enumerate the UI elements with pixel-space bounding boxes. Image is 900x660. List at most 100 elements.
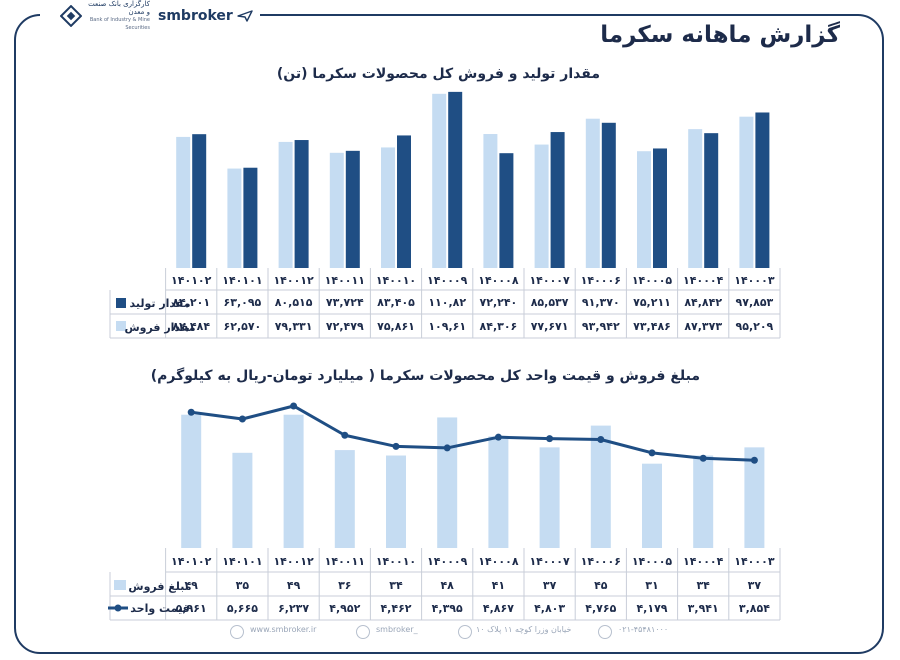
production-qty-label: ۸۴,۲۰۱ — [172, 296, 210, 309]
unit-price-label: ۶,۲۳۷ — [278, 602, 309, 615]
production-qty-label: ۷۵,۲۱۱ — [633, 296, 671, 309]
bar-sales-qty — [227, 168, 242, 268]
category-label: ۱۴۰۰۰۴ — [683, 555, 724, 568]
point-unit-price — [750, 456, 758, 464]
category-label: ۱۴۰۰۰۸ — [478, 555, 519, 568]
location-icon — [458, 625, 472, 639]
point-unit-price — [187, 408, 195, 416]
production-qty-label: ۸۳,۴۰۵ — [377, 296, 415, 309]
sales-amount-label: ۳۱ — [645, 579, 658, 592]
footer-address: خیابان وزرا کوچه ۱۱ پلاک ۱۰ — [476, 625, 572, 634]
bar-production-qty — [243, 167, 258, 268]
sales-amount-label: ۴۹ — [287, 579, 301, 592]
category-label: ۱۴۰۰۰۳ — [734, 555, 775, 568]
category-label: ۱۴۰۰۱۲ — [273, 274, 314, 287]
brand-name: smbroker — [158, 8, 233, 24]
bar-sales-qty — [534, 144, 549, 268]
bar-sales-amount — [283, 414, 304, 548]
sales-qty-label: ۷۷,۶۷۱ — [531, 320, 569, 333]
sales-qty-label: ۸۲,۴۸۴ — [172, 320, 210, 333]
instagram-icon — [356, 625, 370, 639]
legend-label-production: مقدار تولید — [129, 297, 190, 310]
bar-sales-qty — [278, 141, 293, 268]
unit-price-label: ۴,۱۷۹ — [636, 602, 667, 615]
category-label: ۱۴۰۰۰۵ — [632, 274, 673, 287]
category-label: ۱۴۰۰۱۲ — [273, 555, 314, 568]
category-label: ۱۴۰۰۰۵ — [632, 555, 673, 568]
brand-logo: کارگزاری بانک صنعت و معدن Bank of Indust… — [60, 0, 253, 31]
bar-sales-amount — [590, 425, 611, 548]
unit-price-label: ۴,۴۶۲ — [380, 602, 411, 615]
category-label: ۱۴۰۰۰۷ — [529, 274, 570, 287]
paper-plane-icon — [237, 10, 253, 22]
bar-production-qty — [345, 150, 360, 268]
legend-label-unit-price: قیمت واحد — [130, 602, 189, 615]
sales-qty-label: ۷۵,۸۶۱ — [377, 320, 415, 333]
category-label: ۱۴۰۰۰۸ — [478, 274, 519, 287]
footer-website: www.smbroker.ir — [250, 625, 317, 634]
sales-qty-label: ۶۲,۵۷۰ — [224, 320, 262, 333]
category-label: ۱۴۰۱۰۲ — [171, 274, 212, 287]
point-unit-price — [443, 444, 451, 452]
sales-amount-label: ۳۴ — [696, 579, 710, 592]
report-frame — [14, 14, 884, 654]
bar-sales-qty — [432, 93, 447, 268]
production-qty-label: ۸۴,۸۴۲ — [684, 296, 722, 309]
bar-sales-qty — [176, 136, 191, 268]
category-label: ۱۴۰۰۰۳ — [734, 274, 775, 287]
bar-sales-amount — [386, 455, 406, 548]
bar-sales-amount — [744, 447, 765, 548]
production-qty-label: ۷۳,۷۲۴ — [326, 296, 364, 309]
unit-price-label: ۴,۸۶۷ — [483, 602, 514, 615]
production-qty-label: ۱۱۰,۸۲ — [428, 296, 466, 309]
bar-sales-qty — [483, 134, 498, 268]
footer-instagram: smbroker_ — [376, 625, 418, 634]
sales-qty-label: ۹۳,۹۴۲ — [582, 320, 620, 333]
bar-sales-amount — [437, 417, 458, 548]
category-label: ۱۴۰۰۱۰ — [376, 555, 416, 568]
unit-price-label: ۴,۹۵۲ — [329, 602, 360, 615]
sales-qty-label: ۷۳,۴۸۶ — [633, 320, 671, 333]
unit-price-label: ۴,۳۹۵ — [432, 602, 463, 615]
bar-production-qty — [704, 133, 719, 268]
line-unit-price — [191, 404, 755, 462]
point-unit-price — [648, 449, 656, 457]
sales-qty-label: ۷۹,۳۳۱ — [275, 320, 313, 333]
bar-sales-qty — [637, 151, 651, 268]
legend-swatch-sales-amount — [114, 580, 126, 590]
bar-sales-qty — [329, 152, 344, 268]
header-strip — [40, 0, 260, 32]
bar-sales-amount — [488, 436, 509, 548]
unit-price-label: ۳,۸۵۴ — [739, 602, 770, 615]
category-label: ۱۴۰۰۰۶ — [581, 274, 621, 287]
category-label: ۱۴۰۰۰۹ — [427, 555, 468, 568]
production-qty-label: ۷۲,۲۴۰ — [480, 296, 518, 309]
unit-price-label: ۳,۹۴۱ — [688, 602, 719, 615]
category-label: ۱۴۰۰۰۴ — [683, 274, 724, 287]
bar-sales-qty — [381, 147, 395, 268]
point-unit-price — [290, 402, 298, 410]
bar-production-qty — [192, 134, 207, 268]
sales-qty-label: ۸۴,۳۰۶ — [480, 320, 518, 333]
point-unit-price — [699, 454, 707, 462]
sales-amount-label: ۳۴ — [389, 579, 403, 592]
legend-label-sales-qty: مقدار فروش — [124, 321, 195, 334]
legend-marker-unit-price — [114, 604, 122, 612]
legend-swatch-production — [116, 298, 126, 308]
category-label: ۱۴۰۱۰۱ — [222, 274, 262, 287]
bar-production-qty — [448, 91, 463, 268]
production-qty-label: ۹۱,۳۷۰ — [582, 296, 620, 309]
sales-amount-label: ۳۷ — [748, 579, 762, 592]
unit-price-label: ۵,۹۶۱ — [176, 602, 207, 615]
bar-sales-amount — [181, 414, 202, 548]
category-label: ۱۴۰۱۰۲ — [171, 555, 212, 568]
bar-sales-amount — [334, 450, 355, 548]
production-qty-label: ۸۵,۵۳۷ — [531, 296, 569, 309]
sales-amount-label: ۴۸ — [440, 579, 454, 592]
category-label: ۱۴۰۰۰۶ — [581, 555, 621, 568]
bar-production-qty — [294, 140, 309, 268]
category-label: ۱۴۰۰۱۰ — [376, 274, 416, 287]
bar-production-qty — [499, 153, 514, 268]
bank-name-fa: کارگزاری بانک صنعت و معدن — [88, 0, 150, 16]
